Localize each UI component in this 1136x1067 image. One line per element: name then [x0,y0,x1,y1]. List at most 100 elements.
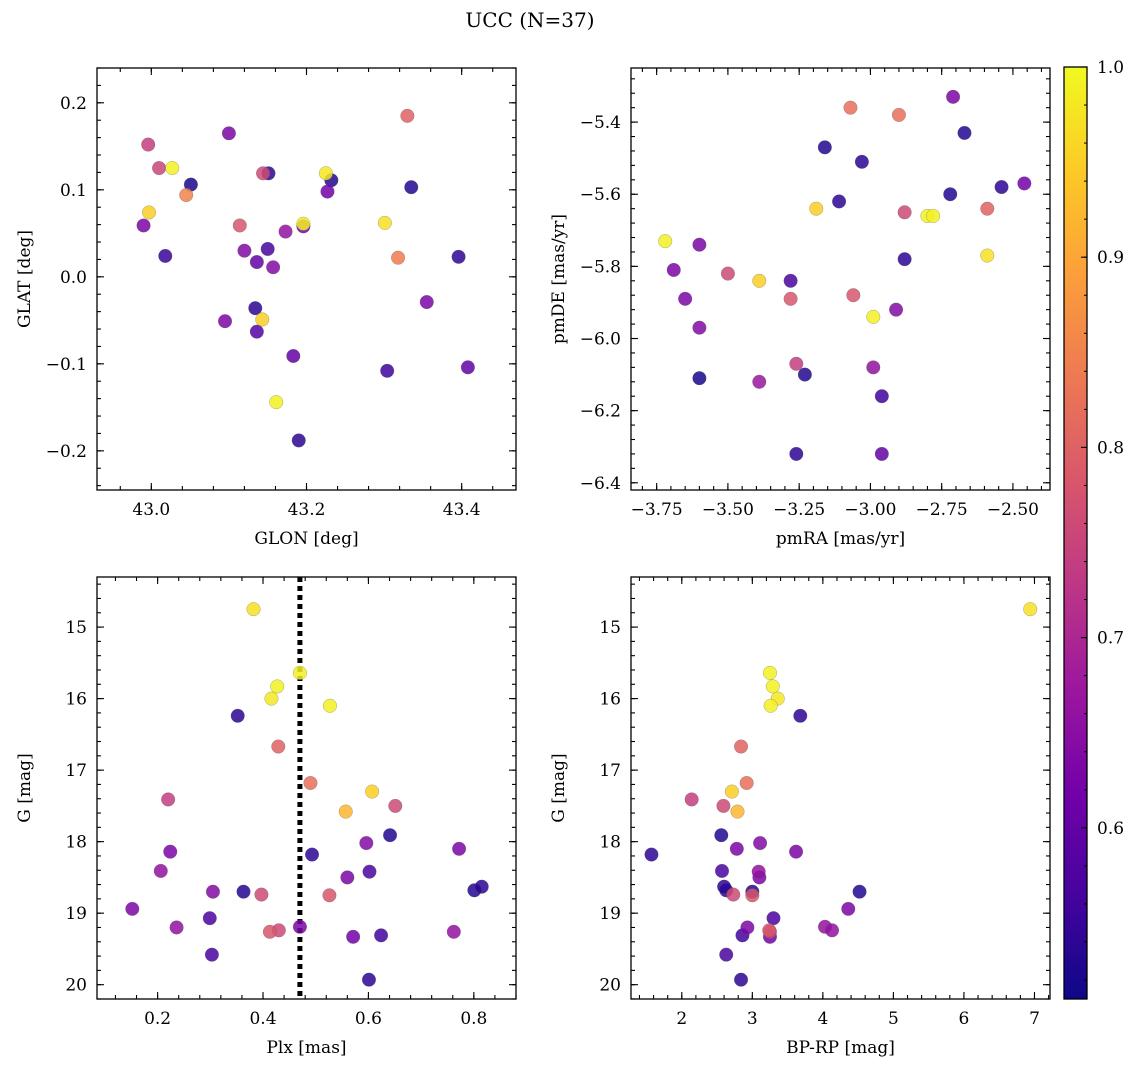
x-tick-label: 43.0 [132,500,170,520]
scatter-point [763,698,778,713]
y-tick-label: −6.2 [580,402,621,422]
x-tick-label: 43.4 [443,500,481,520]
y-axis-label: GLAT [deg] [15,230,35,328]
x-tick-label: 0.6 [355,1009,382,1029]
scatter-point [793,708,808,723]
y-tick-label: 18 [599,833,621,853]
scatter-point [270,679,285,694]
x-axis-label: GLON [deg] [254,529,358,549]
scatter-point [739,775,754,790]
scatter-point [374,928,389,943]
scatter-point [125,901,140,916]
scatter-point [391,250,406,265]
scatter-point [322,698,337,713]
scatter-point [789,844,804,859]
x-tick-label: 0.4 [249,1009,276,1029]
y-tick-label: 15 [599,618,621,638]
scatter-point [359,836,374,851]
scatter-point [262,924,277,939]
scatter-point [658,234,673,249]
axis-ticks [631,577,1050,1000]
y-axis-label: pmDE [mas/yr] [549,214,569,344]
scatter-point [678,291,693,306]
y-tick-label: −0.2 [46,442,87,462]
x-tick-label: −3.75 [631,500,683,520]
scatter-point [400,108,415,123]
scatter-point [451,249,466,264]
scatter-point [897,252,912,267]
scatter-point [1017,176,1032,191]
y-tick-label: 20 [65,976,87,996]
scatter-point [232,218,247,233]
scatter-point [926,208,941,223]
scatter-point [255,312,270,327]
panel-1: 43.0 43.2 43.4 −0.2 −0.1 0.0 0.1 0.2 GLON [deg] G… [15,67,517,549]
scatter-point [1023,602,1038,617]
scatter-point [291,433,306,448]
scatter-point [296,216,311,231]
scatter-point [165,161,180,176]
scatter-point [383,828,398,843]
scatter-point [832,194,847,209]
x-axis-label: pmRA [mas/yr] [776,529,905,549]
scatter-point [897,205,912,220]
y-tick-label: −0.1 [46,355,87,375]
panel-3: 0.2 0.4 0.6 0.8 15 16 17 18 19 20 Plx [mas] G [mag] [15,576,517,1058]
scatter-point [256,166,271,181]
scatter-point [322,888,337,903]
scatter-points [125,602,489,987]
scatter-point [271,739,286,754]
scatter-point [765,679,780,694]
scatter-point [248,301,263,316]
y-tick-label: −5.8 [580,257,621,277]
scatter-point [891,107,906,122]
scatter-point [158,248,173,263]
scatter-point [305,847,320,862]
y-tick-label: 18 [65,833,87,853]
scatter-point [218,314,233,329]
scatter-point [278,224,293,239]
scatter-points [658,89,1032,461]
scatter-point [692,320,707,335]
scatter-point [204,947,219,962]
scatter-point [720,266,735,281]
scatter-point [752,273,767,288]
scatter-point [260,241,275,256]
scatter-point [141,205,156,220]
scatter-point [365,784,380,799]
scatter-point [230,708,245,723]
scatter-point [153,863,168,878]
colorbar: 0.6 0.7 0.8 0.9 1.0 [1063,58,1124,1000]
scatter-point [644,847,659,862]
scatter-point [377,215,392,230]
scatter-point [249,324,264,339]
scatter-point [957,125,972,140]
scatter-points [644,602,1038,987]
x-tick-label: −2.75 [916,500,968,520]
axis-ticks [631,68,1050,490]
scatter-point [854,154,869,169]
y-tick-label: 19 [599,904,621,924]
scatter-point [817,140,832,155]
y-tick-label: −6.0 [580,330,621,350]
scatter-point [388,798,403,813]
scatter-point [724,784,739,799]
y-tick-label: −5.6 [580,185,621,205]
plot-frame [630,67,1051,491]
scatter-point [745,888,760,903]
plot-frame [96,576,517,1000]
scatter-point [202,911,217,926]
y-axis-label: G [mag] [549,753,569,822]
scatter-point [286,349,301,364]
scatter-point [846,288,861,303]
scatter-panels: 43.0 43.2 43.4 −0.2 −0.1 0.0 0.1 0.2 GLON [deg] G… [15,67,1051,1058]
colorbar-gradient [1063,66,1088,1000]
scatter-point [889,302,904,317]
scatter-point [340,870,355,885]
scatter-point [249,255,264,270]
scatter-point [714,863,729,878]
x-tick-label: 5 [888,1009,899,1029]
scatter-point [717,879,732,894]
scatter-point [766,911,781,926]
scatter-point [246,602,261,617]
